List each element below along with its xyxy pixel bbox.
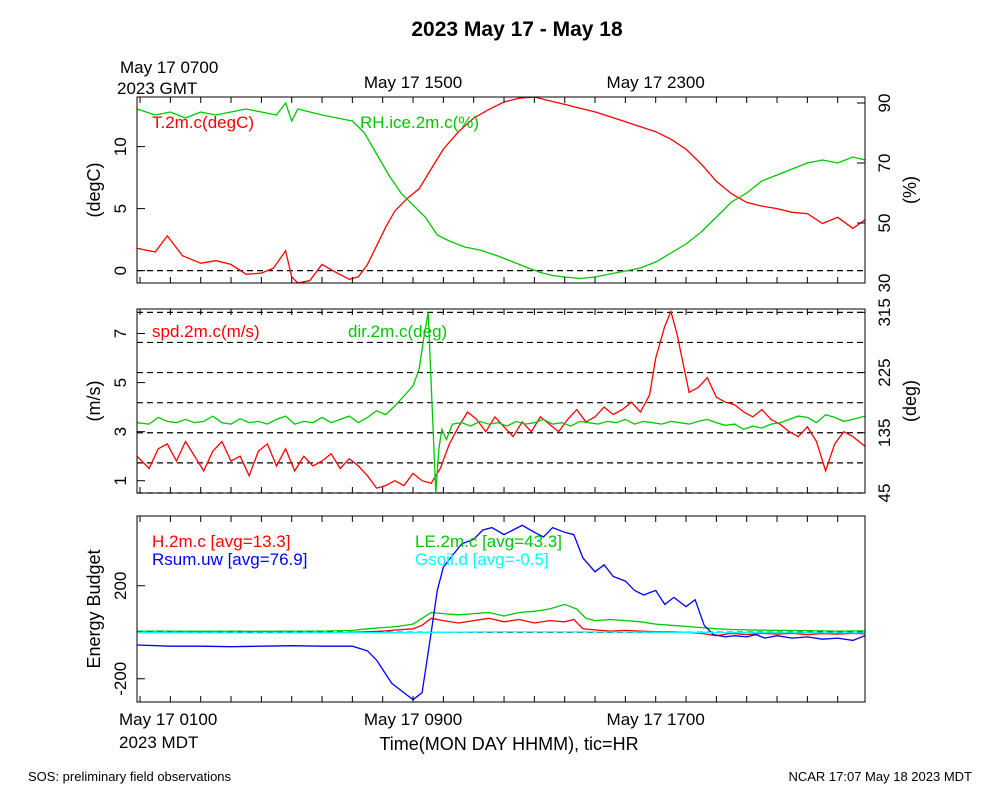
series-line-0-0 <box>136 96 866 284</box>
series-line-2-0 <box>352 617 866 637</box>
y-tick-label-left: 0 <box>111 266 130 275</box>
y-axis-label-right: (deg) <box>900 380 920 422</box>
y-tick-label-right: 315 <box>875 298 894 326</box>
legend-label: Gsoil.d [avg=-0.5] <box>415 550 549 569</box>
footer-right: NCAR 17:07 May 18 2023 MDT <box>788 769 972 784</box>
y-tick-label-right: 45 <box>875 484 894 503</box>
series-line-2-2 <box>136 524 866 701</box>
y-tick-label-right: 225 <box>875 358 894 386</box>
legend-label: Rsum.uw [avg=76.9] <box>152 550 307 569</box>
series-line-2-3 <box>136 631 866 634</box>
series-line-1-1 <box>136 312 866 494</box>
plot-frame <box>136 308 866 494</box>
y-tick-label-left: 3 <box>111 427 130 436</box>
legend-label: H.2m.c [avg=13.3] <box>152 532 290 551</box>
y-tick-label-left: 200 <box>111 572 130 600</box>
y-axis-label-right: (%) <box>900 176 920 204</box>
bottom-time-label: May 17 0100 <box>119 710 217 729</box>
legend-label: spd.2m.c(m/s) <box>152 322 260 341</box>
bottom-time-label: May 17 1700 <box>607 710 705 729</box>
x-axis-label: Time(MON DAY HHMM), tic=HR <box>379 734 638 754</box>
top-time-label: May 17 0700 <box>120 58 218 77</box>
panel-energy-budget: -200 200 Energy Budget H.2m.c [avg=13.3] LE.… <box>84 515 866 703</box>
y-tick-label-left: 1 <box>111 476 130 485</box>
legend-label: T.2m.c(degC) <box>152 113 254 132</box>
plot-frame <box>136 515 866 703</box>
series-line-1-0 <box>136 309 866 489</box>
y-axis-label-left: Energy Budget <box>84 549 104 668</box>
y-tick-label-right: 135 <box>875 419 894 447</box>
y-tick-label-left: 7 <box>111 329 130 338</box>
footer-left: SOS: preliminary field observations <box>28 769 232 784</box>
top-time-label-line2: 2023 GMT <box>117 79 197 98</box>
bottom-time-label: May 17 0900 <box>364 710 462 729</box>
y-tick-label-right: 70 <box>875 154 894 173</box>
time-labels: May 17 0700 2023 GMT May 17 1500 May 17 230… <box>117 58 705 752</box>
y-tick-label-left: -200 <box>111 662 130 696</box>
series-line-0-1 <box>136 101 866 280</box>
panel-temperature-humidity: 0 5 10 30 50 70 90 (degC) (%) T.2m.c(degC) RH.ice.… <box>84 94 920 293</box>
bottom-time-label-line2: 2023 MDT <box>119 733 198 752</box>
top-time-label: May 17 2300 <box>607 73 705 92</box>
y-tick-label-right: 50 <box>875 214 894 233</box>
y-tick-label-right: 30 <box>875 274 894 293</box>
y-tick-label-left: 5 <box>111 204 130 213</box>
y-tick-label-right: 90 <box>875 94 894 113</box>
y-axis-label-left: (degC) <box>84 162 104 217</box>
chart-title: 2023 May 17 - May 18 <box>411 18 623 41</box>
legend-label: RH.ice.2m.c(%) <box>360 113 479 132</box>
series-line-2-1 <box>137 603 866 632</box>
legend-label: LE.2m.c [avg=43.3] <box>415 532 562 551</box>
y-tick-label-left: 10 <box>111 137 130 156</box>
top-time-label: May 17 1500 <box>364 73 462 92</box>
legend-label: dir.2m.c(deg) <box>348 322 447 341</box>
y-axis-label-left: (m/s) <box>84 381 104 422</box>
y-tick-label-left: 5 <box>111 378 130 387</box>
plot-frame <box>136 96 866 284</box>
panels: 0 5 10 30 50 70 90 (degC) (%) T.2m.c(degC) RH.ice.… <box>84 58 920 752</box>
